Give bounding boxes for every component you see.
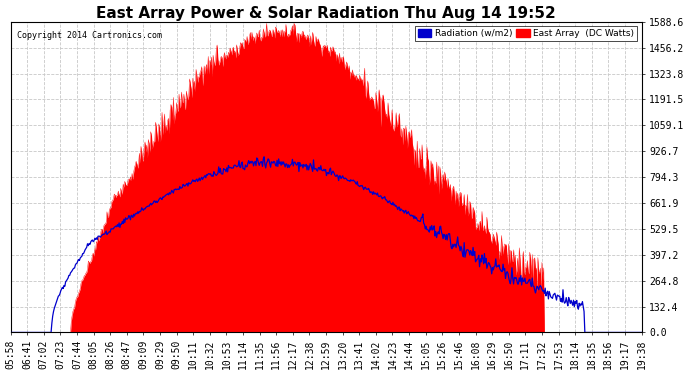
Title: East Array Power & Solar Radiation Thu Aug 14 19:52: East Array Power & Solar Radiation Thu A… bbox=[96, 6, 556, 21]
Legend: Radiation (w/m2), East Array  (DC Watts): Radiation (w/m2), East Array (DC Watts) bbox=[415, 26, 637, 40]
Text: Copyright 2014 Cartronics.com: Copyright 2014 Cartronics.com bbox=[17, 31, 162, 40]
